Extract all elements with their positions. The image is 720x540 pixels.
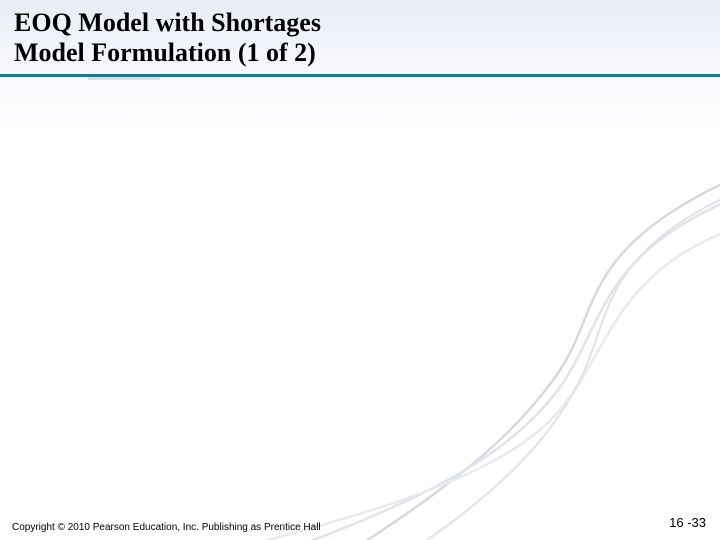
title-divider-accent: [88, 77, 160, 80]
slide-title: EOQ Model with Shortages Model Formulati…: [14, 8, 706, 68]
title-line-2: Model Formulation (1 of 2): [14, 38, 706, 68]
title-line-1: EOQ Model with Shortages: [14, 8, 706, 38]
slide-container: EOQ Model with Shortages Model Formulati…: [0, 0, 720, 540]
background-swoosh: [0, 0, 720, 540]
page-number: 16 -33: [669, 515, 706, 530]
copyright-text: Copyright © 2010 Pearson Education, Inc.…: [12, 522, 321, 534]
